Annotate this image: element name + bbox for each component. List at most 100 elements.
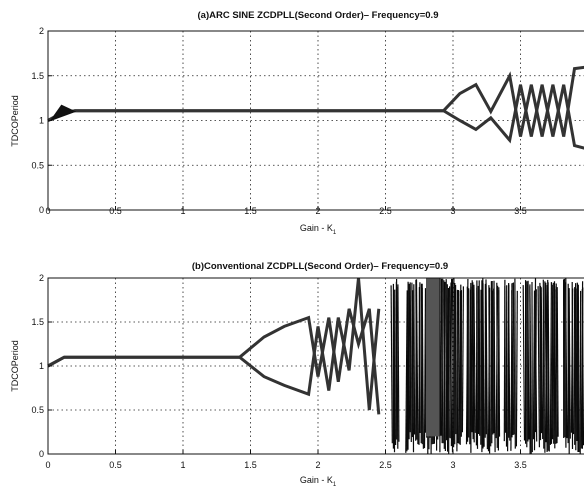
chaos-trace [496,282,498,448]
chaos-trace [550,284,554,444]
chaos-trace [439,289,442,436]
x-tick-label: 1 [180,460,185,470]
chaos-trace [396,286,399,449]
chaos-trace [554,289,557,444]
y-tick-label: 1 [39,361,44,371]
chaos-trace [527,284,530,440]
chaos-trace [415,279,419,445]
x-tick-label: 3.5 [514,206,527,216]
x-tick-label: 0.5 [109,206,122,216]
x-tick-label: 2.5 [379,460,392,470]
chaos-trace [457,289,460,444]
chart-title-b: (b)Conventional ZCDPLL(Second Order)– Fr… [192,261,448,272]
chaos-trace [476,287,479,449]
x-tick-label: 1 [180,206,185,216]
x-tick-label: 0.5 [109,460,122,470]
y-tick-label: 0.5 [31,405,44,415]
chaos-trace [390,285,393,444]
ticks-a: 0 0.5 1 1.5 2 2.5 3 3.5 0 0.5 1 1.5 2 [31,26,526,216]
chaos-trace [493,280,496,453]
series-line [47,277,381,411]
chaos-smear [426,278,440,437]
chaos-trace [456,289,458,452]
x-tick-label: 3.5 [514,460,527,470]
chaos-trace [540,287,544,440]
y-tick-label: 2 [39,26,44,36]
chaos-trace [577,284,580,453]
x-axis-label-a: Gain - K1 [300,223,337,236]
chaos-trace [545,282,548,453]
chaos-trace [449,286,451,439]
x-tick-label: 1.5 [244,206,257,216]
chaos-region-b [390,277,584,455]
chaos-trace [542,279,545,449]
chaos-trace [572,287,576,435]
chaos-trace [472,282,475,443]
chaos-trace [473,284,476,433]
chaos-trace [534,290,538,442]
chaos-trace [471,280,474,440]
chaos-trace [423,288,427,449]
chaos-trace [405,290,408,453]
series-line [47,84,584,150]
chaos-trace [568,288,571,439]
chaos-trace [397,284,400,442]
chaos-trace [490,281,492,447]
panel-a: (a)ARC SINE ZCDPLL(Second Order)– Freque… [10,10,584,236]
x-tick-label: 1.5 [244,460,257,470]
chaos-trace [529,286,532,454]
x-tick-label: 2 [315,460,320,470]
x-tick-label: 0 [45,206,50,216]
series-group-b [47,277,381,415]
chaos-trace [504,285,506,433]
panel-b: (b)Conventional ZCDPLL(Second Order)– Fr… [10,261,584,488]
x-axis-label-b: Gain - K1 [300,475,337,488]
y-axis-label-b: TDCOPeriod [10,340,20,392]
chaos-trace [539,285,543,434]
x-tick-label: 2 [315,206,320,216]
ticks-b: 0 0.5 1 1.5 2 2.5 3 3.5 0 0.5 1 1.5 2 [31,273,526,470]
series-line [47,308,381,415]
chaos-trace [461,286,464,433]
chaos-trace [581,289,584,446]
chaos-trace [564,282,568,439]
chaos-trace [478,280,481,436]
chaos-trace [522,285,526,441]
y-tick-label: 0 [39,449,44,459]
chart-title-a: (a)ARC SINE ZCDPLL(Second Order)– Freque… [198,10,439,21]
chaos-trace [498,287,501,437]
y-tick-label: 1 [39,116,44,126]
y-tick-label: 0.5 [31,160,44,170]
chaos-trace [556,287,559,437]
chaos-trace [482,278,485,447]
chaos-trace [421,287,424,449]
chaos-trace [555,283,558,444]
chaos-trace [440,278,443,444]
x-tick-label: 3 [450,206,455,216]
chaos-trace [537,286,541,448]
chaos-trace [411,282,413,438]
chaos-trace [549,282,553,445]
chaos-trace [547,282,550,452]
chaos-trace [488,285,491,454]
chaos-trace [485,283,488,450]
chaos-trace [409,282,412,443]
chaos-trace [408,283,411,433]
chaos-trace [420,283,423,445]
chaos-trace [515,290,518,447]
series-group-a [47,65,584,150]
x-tick-label: 0 [45,460,50,470]
chaos-trace [443,280,446,452]
transient-mark [49,104,77,122]
y-tick-label: 1.5 [31,317,44,327]
chaos-trace [512,282,515,435]
chaos-trace [412,290,415,453]
x-tick-label: 3 [450,460,455,470]
y-axis-label-a: TDCOPeriod [10,95,20,147]
x-tick-label: 2.5 [379,206,392,216]
chaos-trace [532,290,536,440]
y-tick-label: 2 [39,273,44,283]
chaos-trace [442,278,444,444]
chaos-trace [459,284,462,445]
